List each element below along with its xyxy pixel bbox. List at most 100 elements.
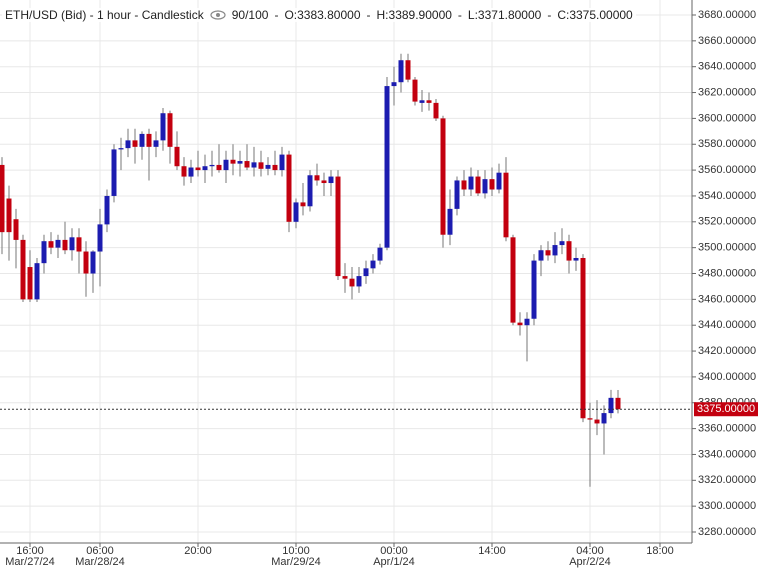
y-tick-label: 3500.00000 <box>698 242 756 254</box>
candle-body <box>615 397 621 410</box>
y-tick-label: 3280.00000 <box>698 526 756 538</box>
candle-body <box>538 250 544 261</box>
candle-body <box>447 208 453 235</box>
candle-body <box>363 268 369 277</box>
candle-body <box>181 166 187 177</box>
header-open: O:3383.80000 <box>284 8 361 22</box>
x-tick-label: 14:00 <box>478 545 506 557</box>
candle-body <box>468 176 474 190</box>
y-tick-label: 3420.00000 <box>698 345 756 357</box>
x-tick-label: 20:00 <box>184 545 212 557</box>
candle-body <box>202 166 208 171</box>
candle-body <box>321 180 327 184</box>
y-tick-label: 3680.00000 <box>698 9 756 21</box>
candle-body <box>356 276 362 287</box>
candle-body <box>6 198 12 233</box>
candle-body <box>209 164 215 167</box>
candle-body <box>118 148 124 150</box>
candle-body <box>286 154 292 222</box>
y-tick-label: 3480.00000 <box>698 267 756 279</box>
candle-body <box>216 164 222 171</box>
candle-body <box>76 237 82 252</box>
candle-body <box>545 250 551 256</box>
candle-body <box>272 164 278 171</box>
candle-body <box>174 146 180 167</box>
candle-body <box>251 162 257 168</box>
y-tick-label: 3520.00000 <box>698 216 756 228</box>
candle-body <box>69 237 75 251</box>
x-date-label: Apr/2/24 <box>569 556 611 568</box>
y-tick-label: 3300.00000 <box>698 500 756 512</box>
candle-body <box>146 133 152 147</box>
candle-body <box>293 202 299 222</box>
candle-body <box>139 133 145 147</box>
candle-body <box>454 180 460 209</box>
candle-body <box>503 172 509 238</box>
candle-body <box>405 60 411 80</box>
candle-body <box>524 318 530 326</box>
candle-body <box>419 100 425 103</box>
y-tick-label: 3620.00000 <box>698 86 756 98</box>
candle-body <box>265 164 271 169</box>
candle-body <box>160 113 166 141</box>
candle-body <box>244 161 250 168</box>
header-high: H:3389.90000 <box>376 8 452 22</box>
candle-body <box>335 176 341 277</box>
y-tick-label: 3460.00000 <box>698 293 756 305</box>
candle-body <box>34 263 40 300</box>
candle-body <box>167 113 173 147</box>
candle-body <box>370 260 376 269</box>
x-date-label: Mar/29/24 <box>271 556 321 568</box>
candle-body <box>601 413 607 424</box>
candle-body <box>111 149 117 196</box>
candle-body <box>307 175 313 207</box>
x-tick-label: 06:00 <box>86 545 114 557</box>
candle-body <box>461 180 467 190</box>
y-tick-label: 3440.00000 <box>698 319 756 331</box>
candle-body <box>573 257 579 261</box>
y-tick-label: 3360.00000 <box>698 423 756 435</box>
candle-body <box>104 195 110 225</box>
candle-body <box>153 140 159 147</box>
header-close: C:3375.00000 <box>557 8 633 22</box>
candle-body <box>314 175 320 181</box>
sep: - <box>457 8 462 22</box>
x-tick-label: 16:00 <box>16 545 44 557</box>
candle-body <box>580 257 586 419</box>
candle-body <box>132 140 138 147</box>
x-tick-label: 10:00 <box>282 545 310 557</box>
x-date-label: Mar/27/24 <box>5 556 55 568</box>
candle-body <box>349 278 355 287</box>
y-tick-label: 3400.00000 <box>698 371 756 383</box>
eye-icon[interactable] <box>210 10 226 20</box>
candle-body <box>90 251 96 274</box>
y-tick-label: 3340.00000 <box>698 448 756 460</box>
x-tick-label: 18:00 <box>646 545 674 557</box>
last-price-label: 3375.00000 <box>697 403 755 415</box>
chart-header: ETH/USD (Bid) - 1 hour - Candlestick 90/… <box>2 8 636 22</box>
y-tick-label: 3560.00000 <box>698 164 756 176</box>
y-tick-label: 3580.00000 <box>698 138 756 150</box>
candle-body <box>496 172 502 190</box>
candle-body <box>0 164 5 233</box>
y-tick-label: 3600.00000 <box>698 112 756 124</box>
header-title: ETH/USD (Bid) - 1 hour - Candlestick <box>5 8 204 22</box>
candle-body <box>83 251 89 274</box>
sep: - <box>547 8 552 22</box>
candle-body <box>475 176 481 194</box>
candle-body <box>237 161 243 164</box>
candle-body <box>559 241 565 246</box>
candle-body <box>566 241 572 261</box>
candle-body <box>587 418 593 420</box>
candle-body <box>531 260 537 319</box>
candle-body <box>223 159 229 171</box>
candle-body <box>125 140 131 149</box>
candle-body <box>195 167 201 171</box>
x-date-label: Apr/1/24 <box>373 556 415 568</box>
candle-body <box>27 267 33 300</box>
candle-body <box>440 118 446 235</box>
candle-body <box>41 241 47 264</box>
candle-body <box>482 179 488 194</box>
